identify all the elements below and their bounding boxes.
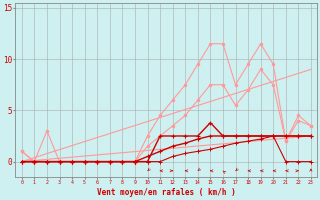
X-axis label: Vent moyen/en rafales ( km/h ): Vent moyen/en rafales ( km/h ): [97, 188, 236, 197]
